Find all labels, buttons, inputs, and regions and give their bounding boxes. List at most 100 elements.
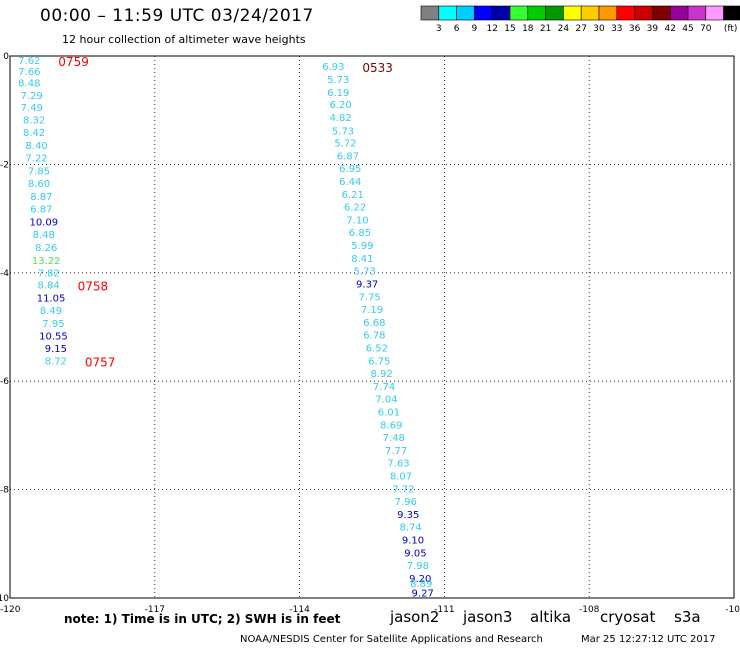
- wave-height-value: 6.21: [342, 190, 364, 201]
- y-tick-label: -4: [0, 269, 9, 279]
- legend-bin-label: 45: [682, 24, 693, 34]
- wave-height-value: 5.73: [327, 75, 349, 86]
- y-tick-label: 0: [3, 52, 9, 62]
- wave-height-value: 7.66: [18, 67, 40, 78]
- wave-height-value: 8.92: [371, 369, 393, 380]
- legend-bin-label: 30: [593, 24, 605, 34]
- color-legend: 3 6 9 12 15 18 21 24 27 30 33 36 39 42 45 70 (ft): [420, 5, 740, 34]
- generation-timestamp: Mar 25 12:27:12 UTC 2017: [581, 634, 716, 645]
- wave-height-value: 8.74: [399, 522, 421, 533]
- x-tick-label: -114: [289, 605, 310, 615]
- x-tick-label: -117: [145, 605, 165, 615]
- wave-height-value: 5.73: [354, 267, 376, 278]
- x-tick-label: -111: [434, 605, 454, 615]
- legend-bin-label: 24: [558, 24, 570, 34]
- wave-height-value: 7.75: [358, 293, 380, 304]
- wave-height-value: 5.99: [351, 241, 373, 252]
- wave-height-value: 9.05: [404, 548, 426, 559]
- y-tick-label: -10: [0, 594, 9, 604]
- x-tick-label: -120: [0, 605, 21, 615]
- wave-height-value: 9.27: [412, 589, 434, 600]
- wave-height-value: 7.48: [383, 433, 405, 444]
- wave-height-value: 8.41: [351, 254, 373, 265]
- satellite-label-jason3: jason3: [463, 608, 513, 626]
- wave-height-value: 7.04: [375, 395, 397, 406]
- wave-height-value: 6.87: [337, 152, 359, 163]
- wave-height-value: 7.63: [387, 459, 409, 470]
- wave-height-value: 4.82: [329, 113, 351, 124]
- wave-height-value: 8.84: [37, 281, 59, 292]
- legend-bin-label: 42: [664, 24, 675, 34]
- wave-height-value: 5.73: [332, 126, 354, 137]
- wave-height-value: 8.48: [18, 79, 40, 90]
- wave-height-value: 7.62: [18, 56, 40, 67]
- wave-height-value: 7.95: [42, 319, 64, 330]
- wave-height-value: 8.40: [25, 141, 47, 152]
- plot-frame: [9, 55, 735, 599]
- wave-height-value: 7.29: [21, 91, 43, 102]
- wave-height-value: 13.22: [32, 256, 61, 267]
- wave-height-value: 6.52: [366, 344, 388, 355]
- wave-height-value: 7.22: [25, 153, 47, 164]
- wave-height-value: 7.77: [385, 446, 407, 457]
- wave-height-value: 8.69: [380, 421, 402, 432]
- wave-height-value: 8.89: [410, 579, 432, 590]
- legend-bin-label: 3: [436, 24, 442, 34]
- wave-height-value: 8.32: [23, 115, 45, 126]
- chart-title: 00:00 – 11:59 UTC 03/24/2017: [40, 6, 314, 26]
- legend-bin-label: 12: [486, 24, 497, 34]
- x-tick-label: -108: [579, 605, 600, 615]
- wave-height-value: 7.10: [346, 216, 368, 227]
- wave-height-value: 8.42: [23, 128, 45, 139]
- wave-height-value: 8.26: [35, 243, 57, 254]
- wave-height-value: 6.78: [363, 331, 385, 342]
- wave-height-value: 7.72: [392, 485, 414, 496]
- wave-height-value: 9.10: [402, 535, 424, 546]
- wave-height-value: 7.49: [21, 103, 43, 114]
- legend-bin-label: 15: [504, 24, 515, 34]
- wave-height-value: 7.98: [407, 561, 429, 572]
- wave-height-value: 6.93: [322, 62, 344, 73]
- legend-bin-label: 6: [454, 24, 460, 34]
- wave-height-value: 7.74: [373, 382, 395, 393]
- satellite-label-altika: altika: [530, 608, 572, 626]
- wave-height-value: 5.72: [334, 139, 356, 150]
- wave-height-value: 8.60: [28, 179, 50, 190]
- x-tick-label: -10: [725, 605, 740, 615]
- wave-height-value: 6.87: [30, 204, 52, 215]
- pass-time-label: 0533: [362, 61, 393, 75]
- legend-bin-label: 33: [611, 24, 622, 34]
- wave-height-value: 6.20: [329, 100, 351, 111]
- wave-height-value: 11.05: [37, 294, 66, 305]
- wave-height-value: 6.68: [363, 318, 385, 329]
- wave-height-value: 8.07: [390, 472, 412, 483]
- legend-unit: (ft): [724, 24, 738, 34]
- satellite-label-jason2: jason2: [390, 608, 440, 626]
- chart-subtitle: 12 hour collection of altimeter wave hei…: [62, 33, 306, 46]
- wave-height-value: 6.01: [378, 408, 400, 419]
- y-tick-label: -2: [0, 160, 9, 170]
- wave-height-value: 8.48: [33, 230, 55, 241]
- wave-height-value: 9.20: [409, 574, 431, 585]
- wave-height-value: 6.85: [349, 228, 371, 239]
- y-tick-label: -6: [0, 377, 9, 387]
- pass-time-label: 0759: [58, 55, 89, 69]
- credit-line: NOAA/NESDIS Center for Satellite Applica…: [240, 634, 543, 645]
- wave-height-value: 8.72: [45, 357, 67, 368]
- legend-bin-label: 36: [629, 24, 641, 34]
- wave-height-value: 7.19: [361, 305, 383, 316]
- legend-bin-label: 70: [700, 24, 712, 34]
- wave-height-value: 6.22: [344, 203, 366, 214]
- legend-bin-label: 27: [575, 24, 586, 34]
- satellite-label-cryosat: cryosat: [600, 608, 656, 626]
- legend-bin-label: 39: [647, 24, 659, 34]
- satellite-label-s3a: s3a: [674, 608, 701, 626]
- wave-height-value: 10.55: [39, 332, 68, 343]
- y-tick-label: -8: [0, 486, 9, 496]
- wave-height-value: 9.15: [45, 344, 67, 355]
- legend-swatch: [723, 5, 740, 21]
- pass-time-label: 0758: [78, 280, 109, 294]
- wave-height-value: 6.19: [327, 88, 349, 99]
- wave-height-value: 8.87: [30, 192, 52, 203]
